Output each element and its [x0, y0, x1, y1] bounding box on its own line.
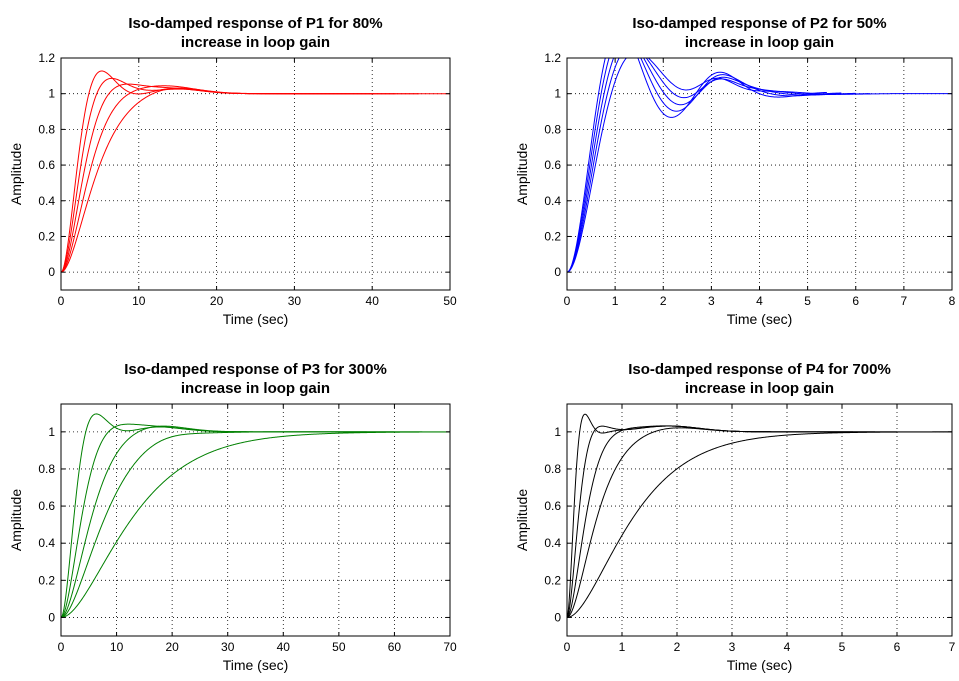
x-tick-label: 50: [332, 640, 346, 654]
y-tick-label: 0.4: [38, 194, 55, 208]
chart-title-line1: Iso-damped response of P3 for 300%: [124, 361, 387, 378]
x-tick-label: 7: [949, 640, 956, 654]
x-tick-label: 4: [784, 640, 791, 654]
x-axis-label: Time (sec): [727, 657, 793, 673]
chart-title-line2: increase in loop gain: [181, 380, 330, 397]
series-line-5: [61, 431, 450, 618]
x-tick-label: 60: [388, 640, 402, 654]
y-tick-label: 0: [48, 610, 55, 624]
chart-title-line2: increase in loop gain: [685, 34, 834, 51]
plot-area: [567, 404, 952, 636]
x-tick-label: 20: [210, 294, 224, 308]
y-tick-label: 1: [48, 87, 55, 101]
x-tick-label: 2: [674, 640, 681, 654]
chart-title-line2: increase in loop gain: [181, 34, 330, 51]
x-axis-label: Time (sec): [223, 311, 289, 327]
y-tick-label: 0: [554, 265, 561, 279]
chart-title-line1: Iso-damped response of P2 for 50%: [632, 15, 886, 32]
series-line-5: [567, 58, 952, 273]
x-tick-label: 0: [58, 640, 65, 654]
y-tick-label: 0.8: [38, 122, 55, 136]
series-line-4: [567, 58, 871, 273]
x-tick-label: 1: [619, 640, 626, 654]
x-tick-label: 4: [756, 294, 763, 308]
x-tick-label: 3: [708, 294, 715, 308]
x-tick-label: 8: [949, 294, 956, 308]
chart-title-line1: Iso-damped response of P1 for 80%: [128, 15, 382, 32]
y-tick-label: 0: [48, 265, 55, 279]
x-tick-label: 0: [564, 294, 571, 308]
x-tick-label: 50: [443, 294, 457, 308]
chart-title-line1: Iso-damped response of P4 for 700%: [628, 361, 891, 378]
x-tick-label: 3: [729, 640, 736, 654]
x-tick-label: 1: [612, 294, 619, 308]
y-axis-label: Amplitude: [514, 143, 530, 205]
y-tick-label: 0.4: [38, 536, 55, 550]
x-tick-label: 6: [852, 294, 859, 308]
subplot-1: Iso-damped response of P1 for 80% increas…: [8, 15, 457, 327]
x-tick-label: 0: [58, 294, 65, 308]
y-tick-label: 0.2: [544, 573, 561, 587]
y-tick-label: 0.6: [38, 158, 55, 172]
x-tick-label: 40: [277, 640, 291, 654]
y-tick-label: 0.2: [544, 229, 561, 243]
x-tick-label: 2: [660, 294, 667, 308]
y-tick-label: 0.2: [38, 573, 55, 587]
y-tick-label: 0.8: [544, 462, 561, 476]
series-line-5: [61, 87, 450, 273]
x-tick-label: 6: [894, 640, 901, 654]
y-tick-label: 1: [48, 425, 55, 439]
x-tick-label: 0: [564, 640, 571, 654]
y-tick-label: 0.4: [544, 536, 561, 550]
y-tick-label: 1.2: [544, 51, 561, 65]
y-tick-label: 0.8: [544, 122, 561, 136]
x-tick-label: 5: [839, 640, 846, 654]
x-tick-label: 40: [366, 294, 380, 308]
y-tick-label: 0: [554, 610, 561, 624]
y-tick-label: 1: [554, 87, 561, 101]
x-tick-label: 10: [110, 640, 124, 654]
chart-title-line2: increase in loop gain: [685, 380, 834, 397]
y-tick-label: 0.8: [38, 462, 55, 476]
y-tick-label: 1.2: [38, 51, 55, 65]
y-tick-label: 0.4: [544, 194, 561, 208]
x-tick-label: 30: [288, 294, 302, 308]
plot-area: [61, 404, 450, 636]
axes-frame: [60, 57, 451, 291]
y-tick-label: 0.6: [544, 499, 561, 513]
y-tick-label: 0.6: [544, 158, 561, 172]
x-tick-label: 10: [132, 294, 146, 308]
y-tick-label: 0.6: [38, 499, 55, 513]
axes-frame: [566, 403, 953, 637]
y-axis-label: Amplitude: [8, 489, 24, 551]
x-tick-label: 5: [804, 294, 811, 308]
x-tick-label: 70: [443, 640, 457, 654]
x-tick-label: 7: [901, 294, 908, 308]
x-axis-label: Time (sec): [223, 657, 289, 673]
plot-area: [61, 58, 450, 290]
subplot-2: Iso-damped response of P2 for 50% increas…: [514, 15, 956, 327]
y-axis-label: Amplitude: [514, 489, 530, 551]
y-tick-label: 1: [554, 425, 561, 439]
series-line-5: [567, 431, 952, 618]
y-axis-label: Amplitude: [8, 143, 24, 205]
x-axis-label: Time (sec): [727, 311, 793, 327]
x-tick-label: 30: [221, 640, 235, 654]
subplot-3: Iso-damped response of P3 for 300% increa…: [8, 361, 457, 673]
subplot-4: Iso-damped response of P4 for 700% increa…: [514, 361, 956, 673]
x-tick-label: 20: [165, 640, 179, 654]
axes-frame: [60, 403, 451, 637]
y-tick-label: 0.2: [38, 229, 55, 243]
